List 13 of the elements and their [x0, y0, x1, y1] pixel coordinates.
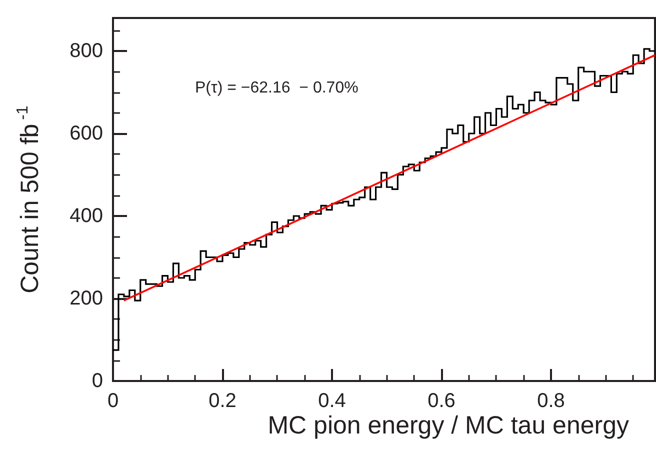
x-tick-label: 0.4 [318, 390, 346, 412]
y-tick-label: 400 [70, 205, 103, 227]
y-tick-label: 800 [70, 40, 103, 62]
y-tick-label: 600 [70, 122, 103, 144]
y-axis-title: Count in 500 fb-1 [14, 106, 44, 294]
x-tick-label: 0.6 [428, 390, 456, 412]
x-axis-title: MC pion energy / MC tau energy [268, 412, 630, 440]
y-tick-label: 200 [70, 288, 103, 310]
x-tick-label: 0 [107, 390, 119, 412]
x-tick-label: 0.8 [537, 390, 565, 412]
annotation: P(τ) = −62.16 − 0.70% [195, 80, 358, 96]
x-tick-label: 0.2 [208, 390, 236, 412]
y-tick-label: 0 [92, 370, 103, 392]
